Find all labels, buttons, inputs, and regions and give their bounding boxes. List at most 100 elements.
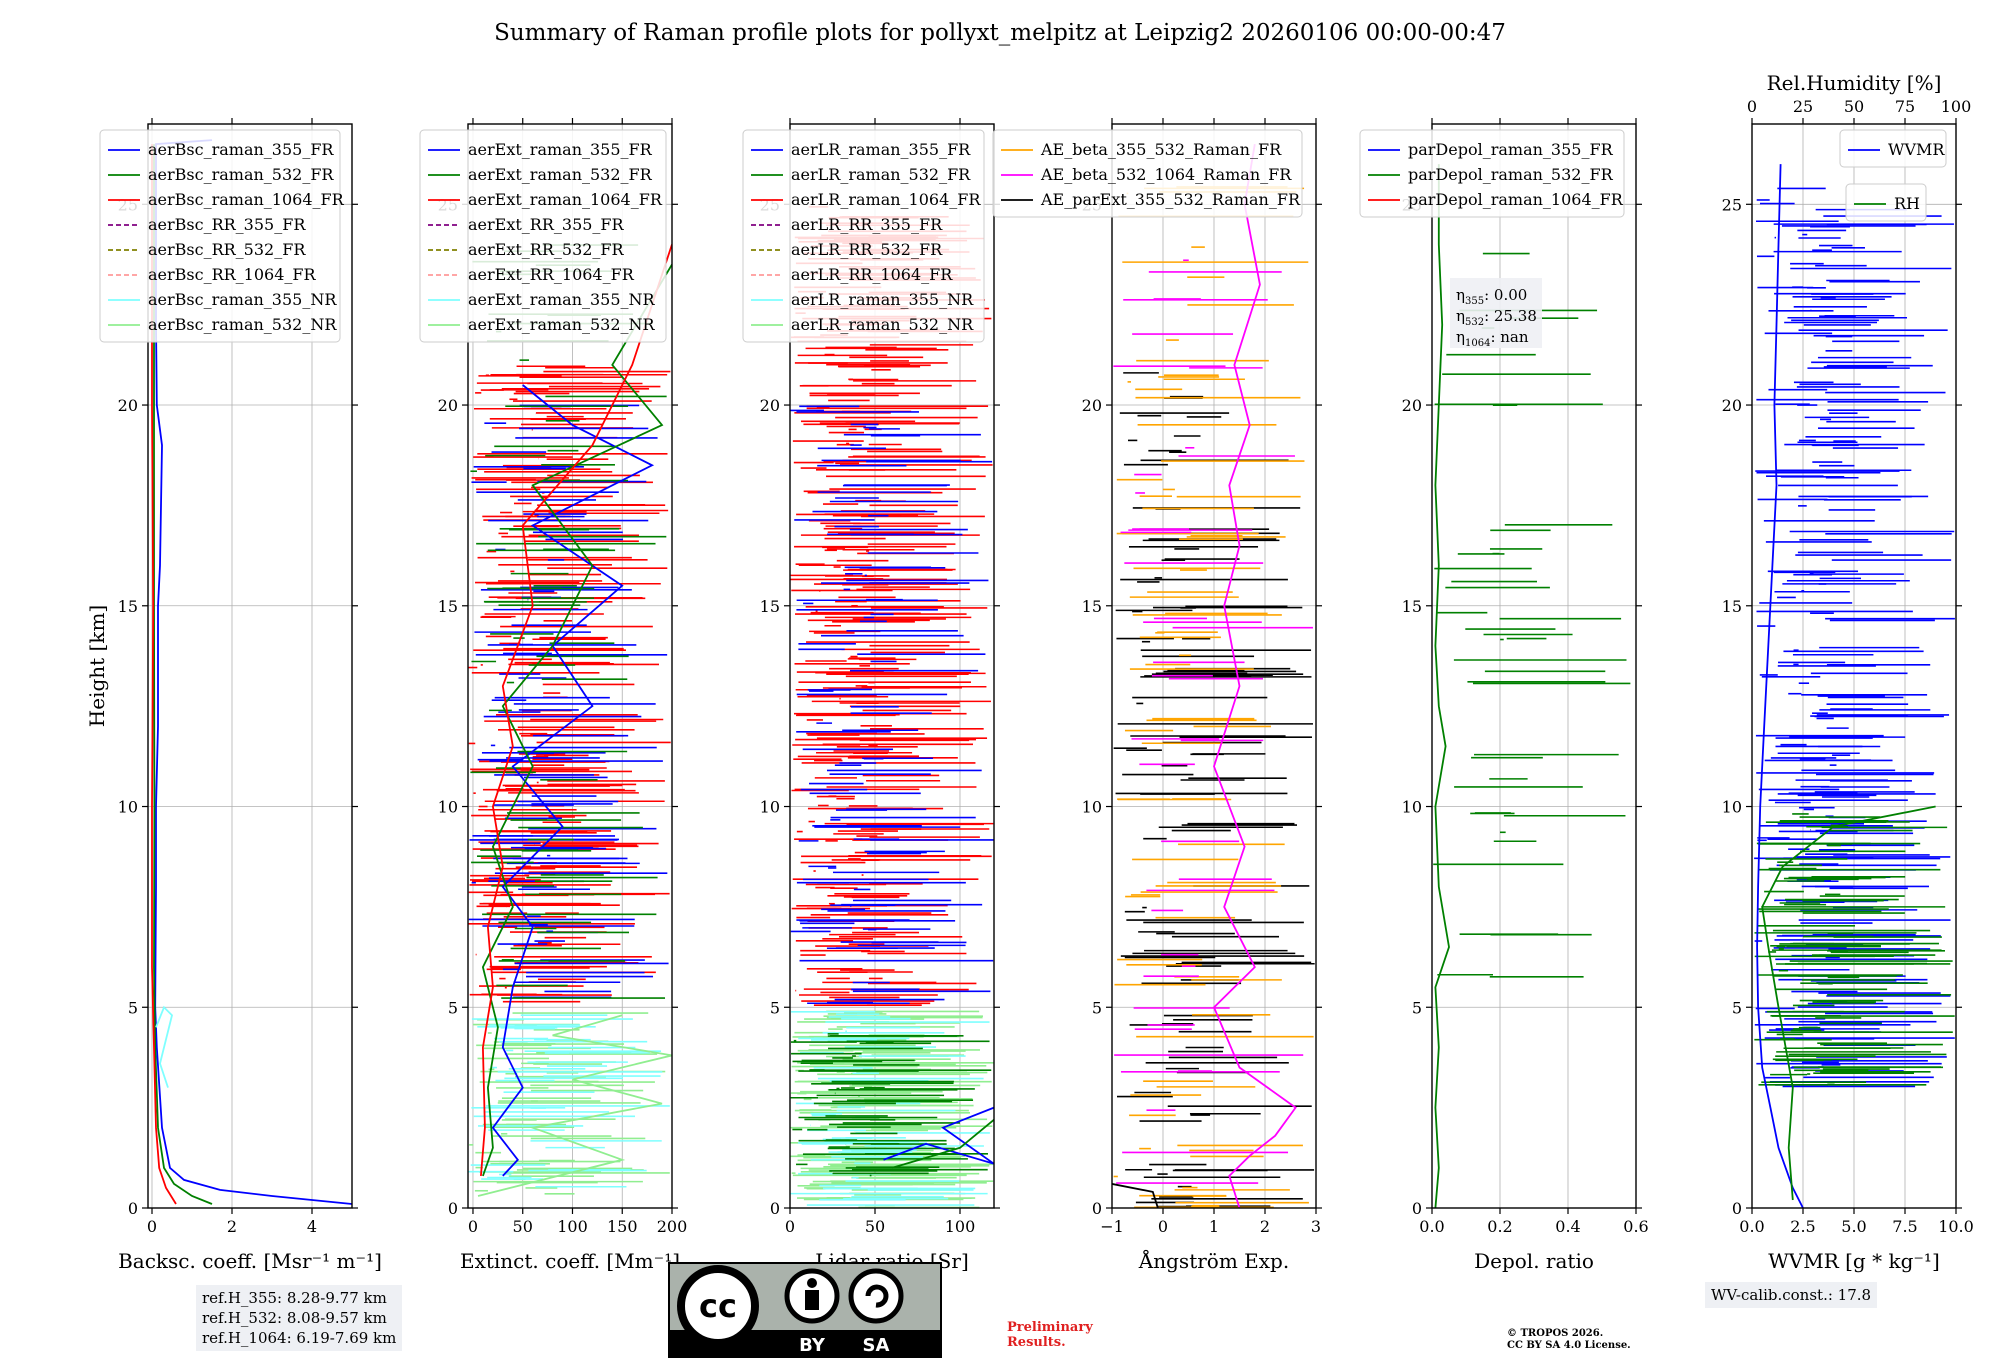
ytick-label: 10 — [760, 798, 780, 817]
xtick-label: 5.0 — [1841, 1217, 1866, 1236]
copyright-line-1: © TROPOS 2026. — [1507, 1328, 1604, 1339]
xtick-label: 2.5 — [1790, 1217, 1815, 1236]
legend-label: AE_parExt_355_532_Raman_FR — [1040, 190, 1301, 209]
axes-frame — [467, 123, 673, 1209]
legend-label: aerExt_RR_532_FR — [468, 240, 625, 259]
legend: parDepol_raman_355_FR parDepol_raman_532_… — [1359, 129, 1625, 218]
ytick-label: 5 — [770, 998, 780, 1017]
ytick-label: 10 — [1082, 798, 1102, 817]
legend-label: aerLR_raman_1064_FR — [791, 190, 981, 209]
legend-label: aerExt_raman_355_NR — [468, 290, 656, 309]
xtick-label: 3 — [1311, 1217, 1321, 1236]
legend-label: aerExt_raman_1064_FR — [468, 190, 663, 209]
ytick-label: 20 — [1722, 396, 1742, 415]
axes-frame — [1431, 123, 1637, 1209]
legend-label: aerLR_raman_355_FR — [791, 140, 971, 159]
series-aerLR_raman_355_FR — [883, 1106, 994, 1165]
xtick-label: 0.0 — [1739, 1217, 1764, 1236]
legend-label: aerBsc_RR_1064_FR — [148, 265, 317, 284]
legend-label: aerLR_raman_532_FR — [791, 165, 971, 184]
legend-frame — [1845, 183, 1927, 222]
xtick-label: 0 — [147, 1217, 157, 1236]
ytick-label: 0 — [1412, 1199, 1422, 1218]
ref-height-box: ref.H_355: 8.28-9.77 km ref.H_532: 8.08-… — [196, 1285, 403, 1351]
xtick-label: 2 — [227, 1217, 237, 1236]
ytick-label: 20 — [118, 396, 138, 415]
series-AE_parExt_355_532_Raman_FR — [1112, 1183, 1159, 1208]
series-aerExt_raman_1064_FR — [480, 244, 672, 1176]
xtick-label: 150 — [607, 1217, 638, 1236]
ytick-label: 5 — [1412, 998, 1422, 1017]
legend-label: aerLR_raman_355_NR — [791, 290, 974, 309]
legend-label: parDepol_raman_532_FR — [1408, 165, 1614, 184]
ref-height-1064: ref.H_1064: 6.19-7.69 km — [202, 1329, 397, 1347]
ytick-label: 5 — [128, 998, 138, 1017]
panel-bsc: 0510152025024Backsc. coeff. [Msr⁻¹ m⁻¹]H… — [85, 118, 382, 1273]
ytick-label: 15 — [118, 597, 138, 616]
xtick-label: 0 — [468, 1217, 478, 1236]
top-xtick-label: 75 — [1895, 97, 1915, 116]
legend-label: AE_beta_355_532_Raman_FR — [1040, 140, 1282, 159]
top-xtick-label: 100 — [1941, 97, 1972, 116]
ref-height-532: ref.H_532: 8.08-9.57 km — [202, 1309, 387, 1327]
series-RH — [1761, 805, 1936, 1201]
legend-label: aerLR_RR_532_FR — [791, 240, 943, 259]
ytick-label: 10 — [438, 798, 458, 817]
series-group — [1112, 143, 1297, 1208]
preliminary-line-1: Preliminary — [1007, 1320, 1093, 1335]
legend-label: aerLR_raman_532_NR — [791, 315, 974, 334]
sa-label: SA — [863, 1335, 890, 1356]
legend-label: AE_beta_532_1064_Raman_FR — [1040, 165, 1292, 184]
legend-rh: RH — [1845, 183, 1927, 222]
copyright-note: © TROPOS 2026. CC BY SA 4.0 License. — [1507, 1328, 1631, 1352]
xtick-label: 0.0 — [1419, 1217, 1444, 1236]
ytick-label: 15 — [438, 597, 458, 616]
xtick-label: 10.0 — [1938, 1217, 1974, 1236]
xtick-label: 7.5 — [1892, 1217, 1917, 1236]
legend: AE_beta_355_532_Raman_FR AE_beta_532_1064… — [992, 129, 1303, 218]
series-group — [883, 1106, 994, 1169]
xtick-label: 0.2 — [1487, 1217, 1512, 1236]
ytick-label: 0 — [770, 1199, 780, 1218]
xaxis-label: WVMR [g * kg⁻¹] — [1768, 1249, 1940, 1273]
ytick-label: 15 — [760, 597, 780, 616]
ytick-label: 20 — [1082, 396, 1102, 415]
axes-frame — [789, 123, 995, 1209]
by-label: BY — [799, 1335, 826, 1356]
xtick-label: 2 — [1260, 1217, 1270, 1236]
xaxis-label: Backsc. coeff. [Msr⁻¹ m⁻¹] — [118, 1249, 382, 1273]
ytick-label: 10 — [1722, 798, 1742, 817]
series-aerExt_raman_532_FR — [481, 264, 672, 1177]
series-group — [477, 244, 672, 1197]
series-aerBsc_raman_355_NR — [155, 1005, 173, 1088]
legend-label: aerBsc_raman_532_NR — [148, 315, 337, 334]
legend-frame — [992, 129, 1303, 218]
series-parDepol_raman_532_FR — [1434, 164, 1450, 1208]
xaxis-label: Depol. ratio — [1474, 1249, 1594, 1273]
legend: aerLR_raman_355_FR aerLR_raman_532_FR aerL… — [742, 129, 985, 343]
panel-wv: 0 5 10 15 20 25 0.0 2.5 5.0 7.5 10.0 WVMR [g * kg⁻¹… — [1722, 71, 1974, 1273]
xtick-label: 0.4 — [1555, 1217, 1580, 1236]
xtick-label: 0.6 — [1623, 1217, 1648, 1236]
series-aerLR_raman_532_FR — [891, 1119, 994, 1169]
ytick-label: 10 — [118, 798, 138, 817]
series-AE_beta_532_1064_Raman_FR — [1212, 143, 1297, 1208]
legend-label: aerLR_RR_1064_FR — [791, 265, 953, 284]
panel-lr: 0510152025050100Lidar ratio [Sr]aerLR_ra… — [742, 118, 1000, 1273]
series-aerBsc_raman_1064_FR — [151, 144, 177, 1205]
series-WVMR — [1756, 164, 1804, 1208]
legend-label: aerExt_raman_532_NR — [468, 315, 656, 334]
xtick-label: 0 — [1158, 1217, 1168, 1236]
ytick-label: 5 — [1732, 998, 1742, 1017]
xtick-label: 4 — [307, 1217, 317, 1236]
preliminary-line-2: Results. — [1007, 1335, 1066, 1350]
ytick-label: 15 — [1082, 597, 1102, 616]
legend-label: aerExt_raman_532_FR — [468, 165, 653, 184]
profile-streaks — [1754, 187, 1955, 1088]
series-group — [1756, 164, 1936, 1208]
legend-frame — [1839, 129, 1947, 168]
